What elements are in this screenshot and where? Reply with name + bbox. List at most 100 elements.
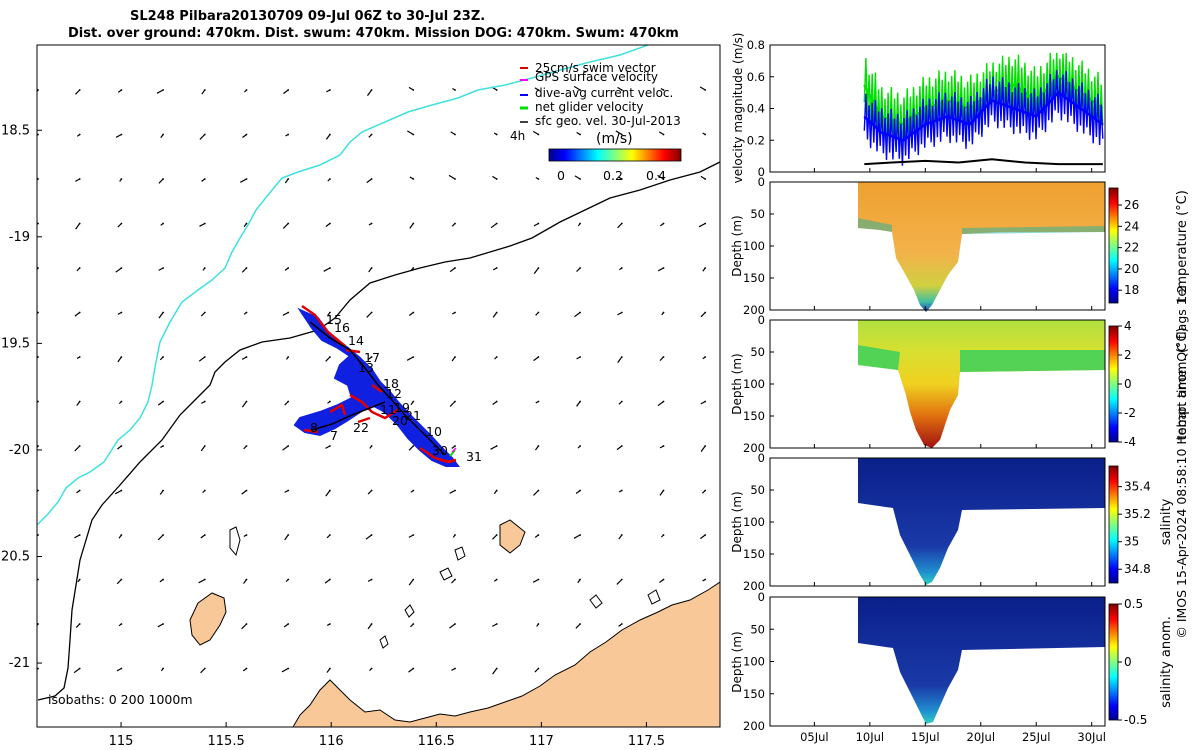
velocity-arrow-dot	[162, 178, 165, 180]
velocity-arrow-dot	[579, 489, 581, 492]
velocity-arrow	[409, 223, 414, 229]
colorbar-tick-04: 0.4	[646, 168, 666, 183]
velocity-arrow-dot	[120, 578, 123, 581]
velocity-arrow-dot	[120, 311, 123, 314]
velocity-arrow-dot	[287, 400, 290, 403]
velocity-arrow	[323, 267, 331, 272]
velocity-arrow-dot	[662, 133, 665, 136]
legend-label-dive-avg: dive-avg current veloc.	[535, 86, 673, 100]
time-tick-label: 25Jul	[1022, 730, 1051, 744]
velocity-arrow	[366, 178, 372, 184]
velocity-arrow-dot	[370, 133, 373, 136]
velocity-arrow	[282, 445, 289, 451]
velocity-arrow-dot	[454, 400, 456, 403]
velocity-arrow-dot	[162, 311, 165, 314]
velocity-arrow-dot	[120, 356, 123, 358]
velocity-arrow-dot	[287, 667, 290, 670]
velocity-arrow	[282, 223, 289, 229]
velocity-arrow-dot	[537, 222, 540, 225]
velocity-arrow-dot	[662, 89, 665, 91]
velocity-arrow-dot	[245, 445, 248, 447]
time-tick-label: 30Jul	[1077, 730, 1106, 744]
velocity-arrow-dot	[579, 178, 581, 180]
velocity-arrow-dot	[245, 534, 248, 536]
velocity-arrow-dot	[454, 445, 456, 447]
velocity-arrow-dot	[412, 267, 415, 269]
velocity-arrow-dot	[495, 311, 498, 314]
velocity-tick-label: 0.6	[747, 70, 765, 84]
velocity-arrow	[573, 534, 581, 539]
velocity-arrow-dot	[537, 89, 540, 91]
depth-tick-label: 150	[743, 271, 765, 285]
map-x-tick-label: 116	[319, 734, 344, 749]
track-day-label: 7	[330, 428, 338, 443]
velocity-arrow-dot	[370, 667, 373, 670]
velocity-tick-label: 0	[758, 165, 765, 179]
map-x-tick-label: 116.5	[418, 734, 455, 749]
velocity-arrow-dot	[412, 311, 415, 314]
track-day-label: 13	[358, 360, 374, 375]
map-y-tick-label: 18.5	[1, 123, 30, 138]
velocity-arrow-dot	[37, 445, 39, 447]
velocity-arrow	[74, 312, 81, 317]
velocity-arrow-dot	[579, 534, 581, 536]
velocity-arrow-dot	[287, 178, 290, 180]
velocity-arrow-dot	[370, 178, 373, 180]
velocity-arrow-dot	[78, 267, 81, 269]
velocity-arrow-dot	[495, 667, 498, 670]
temp-anomaly-ylabel: Depth (m)	[730, 353, 744, 414]
velocity-arrow	[659, 490, 664, 496]
depth-tick-label: 100	[743, 655, 765, 669]
velocity-arrow-dot	[662, 267, 665, 269]
velocity-arrow-dot	[245, 133, 248, 136]
velocity-arrow-dot	[454, 267, 456, 269]
velocity-arrow	[75, 89, 81, 95]
track-day-label: 10	[426, 424, 442, 439]
velocity-arrow-dot	[412, 356, 415, 358]
velocity-arrow-dot	[704, 489, 707, 492]
colorbar-tick-label: 0.5	[1124, 597, 1143, 611]
depth-tick-label: 0	[758, 313, 765, 327]
velocity-arrow-dot	[203, 356, 206, 358]
track-day-label: 21	[405, 408, 421, 423]
velocity-arrow-dot	[37, 623, 39, 625]
map-y-tick-label: 19.5	[1, 336, 30, 351]
velocity-arrow	[532, 578, 539, 583]
velocity-arrow	[116, 579, 122, 585]
velocity-arrow-dot	[245, 89, 248, 91]
velocity-arrow-dot	[287, 578, 290, 581]
depth-tick-label: 150	[743, 409, 765, 423]
velocity-arrow	[281, 667, 289, 673]
velocity-arrow-dot	[412, 89, 415, 91]
velocity-arrow	[616, 445, 623, 451]
land-peninsula	[499, 519, 526, 554]
velocity-arrow-dot	[329, 311, 331, 314]
velocity-arrow-dot	[329, 623, 331, 625]
velocity-arrow-dot	[245, 356, 248, 358]
velocity-arrow-dot	[579, 89, 581, 91]
velocity-arrow-dot	[245, 400, 248, 403]
velocity-arrow-dot	[78, 623, 81, 625]
map-y-tick-label: -21	[9, 656, 30, 671]
velocity-arrow-dot	[245, 222, 248, 225]
velocity-arrow-dot	[329, 445, 331, 447]
velocity-arrow	[283, 89, 289, 95]
velocity-arrow	[157, 623, 164, 628]
velocity-arrow-dot	[454, 667, 456, 670]
velocity-arrow-dot	[620, 489, 623, 492]
depth-tick-label: 100	[743, 239, 765, 253]
map-y-tick-label: -20	[9, 443, 30, 458]
temperature-section	[858, 182, 1105, 312]
velocity-arrow-dot	[329, 578, 331, 581]
velocity-arrow-dot	[620, 578, 623, 581]
velocity-arrow-dot	[203, 400, 206, 403]
velocity-arrow-dot	[579, 400, 581, 403]
velocity-arrow-dot	[454, 534, 456, 536]
salinity-colorbar	[1108, 465, 1119, 584]
velocity-arrow-dot	[579, 311, 581, 314]
island	[189, 592, 227, 646]
velocity-arrow	[325, 490, 331, 497]
copyright-note: © IMOS 15-Apr-2024 08:58:10 Hobart time.…	[1174, 285, 1189, 638]
